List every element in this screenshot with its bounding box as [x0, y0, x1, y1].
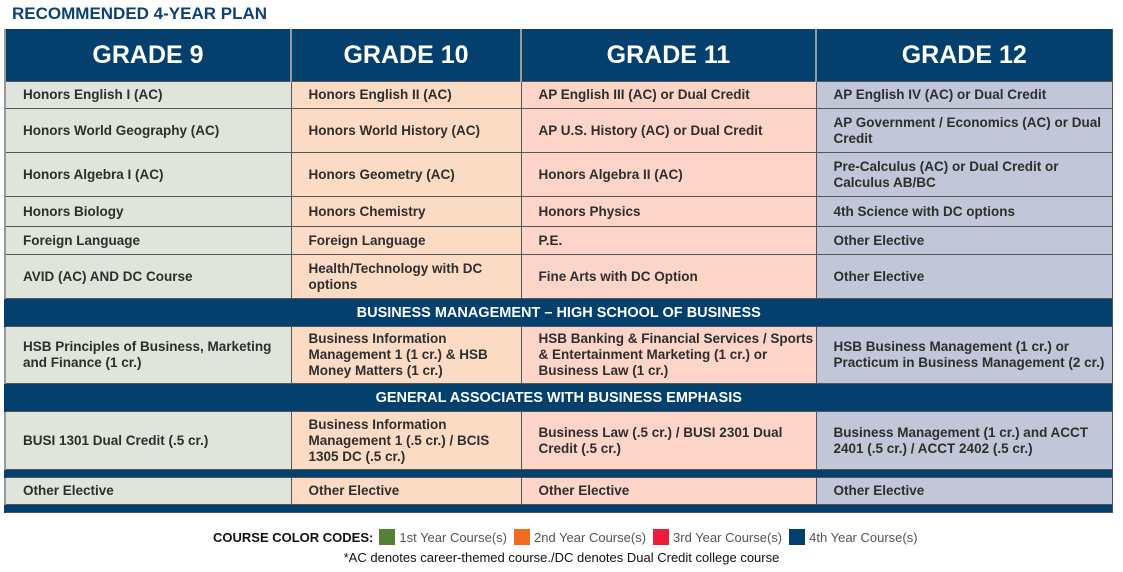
table-row: Honors English I (AC) Honors English II …: [4, 81, 1113, 109]
cell-grade-11: AP English III (AC) or Dual Credit: [520, 81, 817, 109]
cell-grade-9: Honors English I (AC): [4, 81, 292, 109]
table-row: Honors World Geography (AC) Honors World…: [4, 108, 1113, 153]
cell-grade-11: P.E.: [520, 226, 817, 255]
section-divider: [4, 504, 1113, 513]
cell-grade-10: Business Information Management 1 (.5 cr…: [290, 411, 522, 470]
grade-header-row: GRADE 9 GRADE 10 GRADE 11 GRADE 12: [4, 29, 1113, 82]
table-row: Honors Algebra I (AC) Honors Geometry (A…: [4, 152, 1113, 197]
footnote: *AC denotes career-themed course./DC den…: [343, 550, 780, 565]
header-grade-11: GRADE 11: [520, 29, 817, 82]
cell-grade-12: Other Elective: [815, 254, 1113, 299]
cell-grade-11: Business Law (.5 cr.) / BUSI 2301 Dual C…: [520, 411, 817, 470]
navy-swatch-icon: [789, 529, 806, 545]
header-grade-9: GRADE 9: [4, 29, 292, 82]
legend-item-2nd-year: 2nd Year Course(s): [534, 529, 647, 545]
red-swatch-icon: [653, 529, 670, 545]
section-title: BUSINESS MANAGEMENT – HIGH SCHOOL OF BUS…: [4, 298, 1113, 327]
cell-grade-9: Honors Biology: [4, 196, 292, 227]
course-color-legend: COURSE COLOR CODES: 1st Year Course(s) 2…: [213, 529, 923, 545]
cell-grade-10: Honors English II (AC): [290, 81, 522, 109]
section-header-general-associates: GENERAL ASSOCIATES WITH BUSINESS EMPHASI…: [4, 383, 1113, 412]
cell-grade-12: Business Management (1 cr.) and ACCT 240…: [815, 411, 1113, 470]
cell-grade-9: Honors World Geography (AC): [4, 108, 292, 153]
cell-grade-12: Other Elective: [815, 226, 1113, 255]
cell-grade-12: Pre-Calculus (AC) or Dual Credit or Calc…: [815, 152, 1113, 197]
cell-grade-9: BUSI 1301 Dual Credit (.5 cr.): [4, 411, 292, 470]
cell-grade-11: Honors Physics: [520, 196, 817, 227]
cell-grade-11: Fine Arts with DC Option: [520, 254, 817, 299]
section-divider: [4, 469, 1113, 478]
cell-grade-11: Other Elective: [520, 477, 817, 505]
cell-grade-12: AP Government / Economics (AC) or Dual C…: [815, 108, 1113, 153]
cell-grade-11: AP U.S. History (AC) or Dual Credit: [520, 108, 817, 153]
header-grade-10: GRADE 10: [290, 29, 522, 82]
table-row: Other Elective Other Elective Other Elec…: [4, 477, 1113, 505]
cell-grade-10: Honors Chemistry: [290, 196, 522, 227]
cell-grade-10: Other Elective: [290, 477, 522, 505]
cell-grade-9: HSB Principles of Business, Marketing an…: [4, 326, 292, 384]
cell-grade-9: Other Elective: [4, 477, 292, 505]
cell-grade-12: AP English IV (AC) or Dual Credit: [815, 81, 1113, 109]
cell-grade-9: AVID (AC) AND DC Course: [4, 254, 292, 299]
orange-swatch-icon: [514, 529, 531, 545]
legend-label: COURSE COLOR CODES:: [213, 529, 374, 545]
page-title: RECOMMENDED 4-YEAR PLAN: [12, 4, 268, 23]
four-year-plan-table: GRADE 9 GRADE 10 GRADE 11 GRADE 12 Honor…: [4, 29, 1113, 513]
table-row: Honors Biology Honors Chemistry Honors P…: [4, 196, 1113, 227]
section-title: GENERAL ASSOCIATES WITH BUSINESS EMPHASI…: [4, 383, 1113, 412]
cell-grade-12: 4th Science with DC options: [815, 196, 1113, 227]
table-row: BUSI 1301 Dual Credit (.5 cr.) Business …: [4, 411, 1113, 470]
header-grade-12: GRADE 12: [815, 29, 1113, 82]
table-row: Foreign Language Foreign Language P.E. O…: [4, 226, 1113, 255]
cell-grade-12: HSB Business Management (1 cr.) or Pract…: [815, 326, 1113, 384]
cell-grade-11: Honors Algebra II (AC): [520, 152, 817, 197]
cell-grade-9: Foreign Language: [4, 226, 292, 255]
cell-grade-9: Honors Algebra I (AC): [4, 152, 292, 197]
cell-grade-11: HSB Banking & Financial Services / Sport…: [520, 326, 817, 384]
table-row: HSB Principles of Business, Marketing an…: [4, 326, 1113, 384]
cell-grade-10: Business Information Management 1 (1 cr.…: [290, 326, 522, 384]
table-row: AVID (AC) AND DC Course Health/Technolog…: [4, 254, 1113, 299]
legend-item-3rd-year: 3rd Year Course(s): [673, 529, 783, 545]
legend-item-4th-year: 4th Year Course(s): [809, 529, 918, 545]
cell-grade-10: Honors Geometry (AC): [290, 152, 522, 197]
cell-grade-12: Other Elective: [815, 477, 1113, 505]
section-header-business-management: BUSINESS MANAGEMENT – HIGH SCHOOL OF BUS…: [4, 298, 1113, 327]
cell-grade-10: Honors World History (AC): [290, 108, 522, 153]
green-swatch-icon: [379, 529, 396, 545]
cell-grade-10: Foreign Language: [290, 226, 522, 255]
legend-item-1st-year: 1st Year Course(s): [399, 529, 508, 545]
cell-grade-10: Health/Technology with DC options: [290, 254, 522, 299]
